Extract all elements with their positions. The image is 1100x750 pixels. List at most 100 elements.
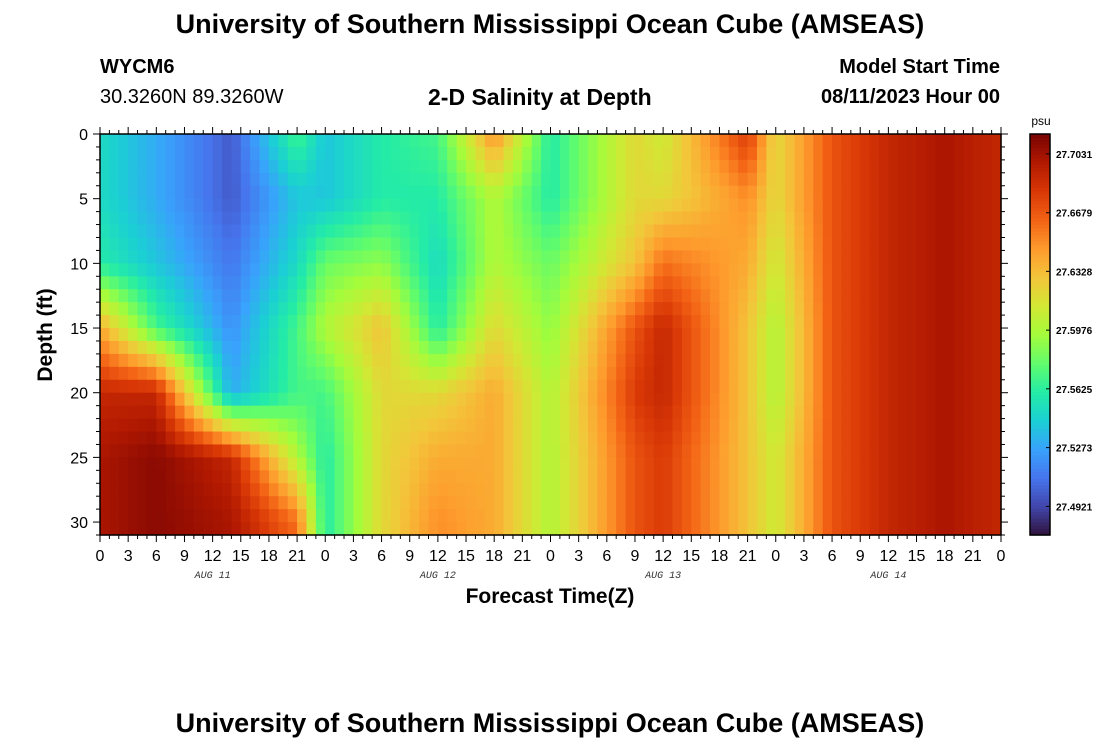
heatmap-cell: [925, 315, 936, 329]
heatmap-cell: [616, 522, 627, 536]
heatmap-cell: [747, 185, 758, 200]
heatmap-cell: [325, 509, 336, 523]
heatmap-cell: [813, 328, 824, 342]
heatmap-cell: [569, 353, 580, 368]
heatmap-cell: [118, 172, 129, 187]
heatmap-cell: [869, 509, 880, 523]
heatmap-cell: [137, 250, 148, 264]
colorbar-swatch: [1030, 367, 1050, 372]
heatmap-cell: [428, 302, 439, 316]
heatmap-cell: [766, 444, 777, 458]
heatmap-cell: [925, 328, 936, 342]
heatmap-cell: [240, 250, 251, 264]
heatmap-cell: [541, 146, 552, 161]
colorbar-swatch: [1030, 194, 1050, 199]
heatmap-cell: [935, 134, 946, 148]
heatmap-cell: [306, 496, 317, 510]
heatmap-cell: [156, 444, 167, 458]
heatmap-cell: [231, 198, 242, 213]
heatmap-cell: [372, 185, 383, 200]
heatmap-cell: [972, 353, 983, 368]
heatmap-cell: [663, 302, 674, 316]
heatmap-cell: [240, 315, 251, 329]
heatmap-cell: [700, 315, 711, 329]
heatmap-cell: [588, 366, 599, 381]
heatmap-cell: [325, 444, 336, 458]
heatmap-cell: [691, 146, 702, 161]
heatmap-cell: [315, 509, 326, 523]
heatmap-cell: [728, 159, 739, 174]
heatmap-cell: [428, 263, 439, 277]
heatmap-cell: [165, 146, 176, 161]
heatmap-cell: [466, 483, 477, 497]
heatmap-cell: [306, 198, 317, 213]
heatmap-cell: [184, 328, 195, 342]
heatmap-cell: [569, 224, 580, 239]
heatmap-cell: [231, 405, 242, 420]
heatmap-cell: [203, 302, 214, 316]
heatmap-cell: [878, 522, 889, 536]
heatmap-cell: [128, 146, 139, 161]
colorbar-swatch: [1030, 377, 1050, 382]
heatmap-cell: [400, 496, 411, 510]
heatmap-cell: [935, 172, 946, 187]
heatmap-cell: [193, 250, 204, 264]
heatmap-cell: [719, 302, 730, 316]
heatmap-cell: [297, 470, 308, 484]
heatmap-cell: [719, 405, 730, 420]
heatmap-cell: [822, 392, 833, 407]
heatmap-cell: [794, 198, 805, 213]
heatmap-cell: [212, 366, 223, 381]
heatmap-cell: [860, 353, 871, 368]
heatmap-cell: [681, 263, 692, 277]
heatmap-cell: [616, 134, 627, 148]
heatmap-cell: [297, 418, 308, 433]
heatmap-cell: [916, 522, 927, 536]
heatmap-cell: [400, 237, 411, 252]
heatmap-cell: [597, 340, 608, 355]
heatmap-cell: [691, 211, 702, 226]
heatmap-cell: [315, 431, 326, 446]
heatmap-cell: [634, 418, 645, 433]
heatmap-cell: [728, 470, 739, 484]
heatmap-cell: [616, 250, 627, 264]
heatmap-cell: [315, 379, 326, 394]
colorbar-swatch: [1030, 277, 1050, 282]
heatmap-cell: [925, 405, 936, 420]
heatmap-cell: [634, 315, 645, 329]
heatmap-cell: [456, 146, 467, 161]
heatmap-cell: [156, 172, 167, 187]
heatmap-cell: [118, 211, 129, 226]
colorbar-swatch: [1030, 220, 1050, 225]
heatmap-cell: [503, 470, 514, 484]
heatmap-cell: [287, 392, 298, 407]
heatmap-cell: [925, 379, 936, 394]
heatmap-cell: [475, 470, 486, 484]
heatmap-cell: [315, 470, 326, 484]
heatmap-cell: [344, 315, 355, 329]
heatmap-cell: [156, 522, 167, 536]
heatmap-cell: [128, 224, 139, 239]
heatmap-cell: [334, 431, 345, 446]
heatmap-cell: [372, 392, 383, 407]
heatmap-cell: [625, 250, 636, 264]
heatmap-cell: [437, 470, 448, 484]
heatmap-cell: [231, 483, 242, 497]
heatmap-cell: [494, 418, 505, 433]
heatmap-cell: [531, 340, 542, 355]
heatmap-cell: [672, 211, 683, 226]
heatmap-cell: [559, 483, 570, 497]
heatmap-cell: [785, 418, 796, 433]
heatmap-cell: [832, 315, 843, 329]
heatmap-cell: [503, 302, 514, 316]
heatmap-cell: [963, 315, 974, 329]
heatmap-cell: [222, 134, 232, 148]
heatmap-cell: [344, 159, 355, 174]
heatmap-cell: [794, 353, 805, 368]
heatmap-cell: [278, 146, 289, 161]
heatmap-cell: [681, 224, 692, 239]
colorbar-swatch: [1030, 147, 1050, 152]
colorbar-swatch: [1030, 394, 1050, 399]
heatmap-cell: [719, 353, 730, 368]
heatmap-cell: [541, 444, 552, 458]
